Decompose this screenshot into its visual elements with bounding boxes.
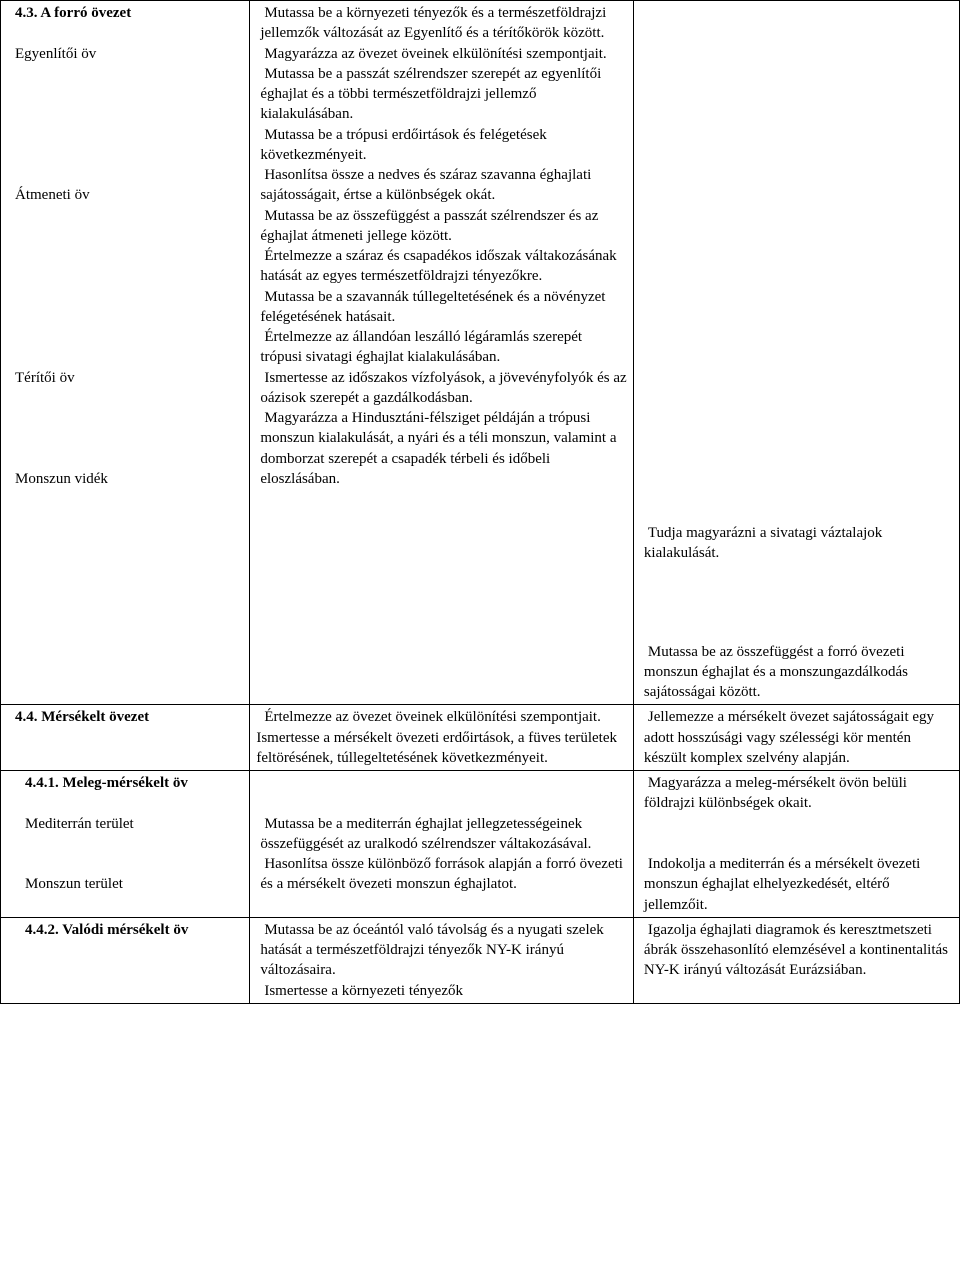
spacer — [7, 347, 243, 367]
table-row: 4.4.1. Meleg-mérsékelt öv Mediterrán ter… — [1, 771, 960, 918]
text-line: Ismertesse a környezeti tényezők — [260, 981, 627, 1001]
section-heading: 4.4.1. Meleg-mérsékelt öv — [21, 773, 243, 793]
text-line: Mutassa be az összefüggést a forró öveze… — [644, 642, 953, 703]
text-line: Értelmezze az övezet öveinek elkülönítés… — [260, 707, 627, 727]
spacer — [7, 327, 243, 347]
spacer — [7, 834, 243, 854]
text-line: Ismertesse a mérsékelt övezeti erdőirtás… — [256, 728, 627, 769]
text-line: Mutassa be az összefüggést a passzát szé… — [260, 206, 627, 247]
text-line: Mutassa be a környezeti tényezők és a te… — [260, 3, 627, 44]
text-line: Magyarázza a meleg-mérsékelt övön belüli… — [644, 773, 953, 814]
spacer — [7, 23, 243, 43]
spacer — [7, 125, 243, 145]
mid-level-cell: Mutassa be az óceántól való távolság és … — [250, 917, 634, 1003]
spacer — [7, 165, 243, 185]
topic-cell: 4.4.2. Valódi mérsékelt öv — [1, 917, 250, 1003]
text-line: Monszun vidék — [11, 469, 243, 489]
section-heading: 4.4. Mérsékelt övezet — [11, 707, 243, 727]
text-line: Átmeneti öv — [11, 185, 243, 205]
spacer — [7, 793, 243, 813]
spacer — [640, 814, 953, 834]
table-row: 4.3. A forró övezet Egyenlítői öv Átmene… — [1, 1, 960, 705]
spacer — [7, 388, 243, 408]
spacer — [7, 408, 243, 428]
spacer — [7, 428, 243, 448]
spacer — [7, 84, 243, 104]
spacer — [7, 854, 243, 874]
topic-cell: 4.3. A forró övezet Egyenlítői öv Átmene… — [1, 1, 250, 705]
text-line: Jellemezze a mérsékelt övezet sajátosság… — [644, 707, 953, 768]
spacer — [7, 246, 243, 266]
mid-level-cell: Értelmezze az övezet öveinek elkülönítés… — [250, 705, 634, 771]
high-level-cell: Tudja magyarázni a sivatagi váztalajok k… — [633, 1, 959, 705]
spacer — [7, 266, 243, 286]
high-level-cell: Jellemezze a mérsékelt övezet sajátosság… — [633, 705, 959, 771]
text-line: Értelmezze az állandóan leszálló légáram… — [260, 327, 627, 368]
spacer — [256, 793, 627, 813]
spacer — [640, 834, 953, 854]
spacer — [7, 307, 243, 327]
high-level-cell: Magyarázza a meleg-mérsékelt övön belüli… — [633, 771, 959, 918]
spacer — [7, 64, 243, 84]
text-line: Magyarázza a Hindusztáni-félsziget példá… — [260, 408, 627, 489]
section-heading: 4.3. A forró övezet — [11, 3, 243, 23]
topic-cell: 4.4. Mérsékelt övezet — [1, 705, 250, 771]
text-line: Mutassa be az óceántól való távolság és … — [260, 920, 627, 981]
mid-level-cell: Mutassa be a környezeti tényezők és a te… — [250, 1, 634, 705]
text-line: Hasonlítsa össze a nedves és száraz szav… — [260, 165, 627, 206]
spacer — [7, 449, 243, 469]
spacer — [640, 3, 953, 523]
spacer — [640, 564, 953, 642]
text-line: Igazolja éghajlati diagramok és keresztm… — [644, 920, 953, 981]
mid-level-cell: Mutassa be a mediterrán éghajlat jellegz… — [250, 771, 634, 918]
topic-cell: 4.4.1. Meleg-mérsékelt öv Mediterrán ter… — [1, 771, 250, 918]
text-line: Tudja magyarázni a sivatagi váztalajok k… — [644, 523, 953, 564]
spacer — [7, 145, 243, 165]
text-line: Mediterrán terület — [21, 814, 243, 834]
table-row: 4.4. Mérsékelt övezet Értelmezze az övez… — [1, 705, 960, 771]
spacer — [7, 287, 243, 307]
text-line: Ismertesse az időszakos vízfolyások, a j… — [260, 368, 627, 409]
spacer — [7, 226, 243, 246]
text-line: Egyenlítői öv — [11, 44, 243, 64]
spacer — [7, 104, 243, 124]
text-line: Értelmezze a száraz és csapadékos idősza… — [260, 246, 627, 287]
text-line: Monszun terület — [21, 874, 243, 894]
text-line: Mutassa be a passzát szélrendszer szerep… — [260, 64, 627, 125]
text-line: Mutassa be a szavannák túllegeltetésének… — [260, 287, 627, 328]
spacer — [7, 206, 243, 226]
high-level-cell: Igazolja éghajlati diagramok és keresztm… — [633, 917, 959, 1003]
text-line: Indokolja a mediterrán és a mérsékelt öv… — [644, 854, 953, 915]
text-line: Hasonlítsa össze különböző források alap… — [260, 854, 627, 895]
text-line: Mutassa be a mediterrán éghajlat jellegz… — [260, 814, 627, 855]
text-line: Magyarázza az övezet öveinek elkülönítés… — [260, 44, 627, 64]
text-line: Mutassa be a trópusi erdőirtások és felé… — [260, 125, 627, 166]
section-heading: 4.4.2. Valódi mérsékelt öv — [21, 920, 243, 940]
table-row: 4.4.2. Valódi mérsékelt öv Mutassa be az… — [1, 917, 960, 1003]
curriculum-table: 4.3. A forró övezet Egyenlítői öv Átmene… — [0, 0, 960, 1004]
spacer — [256, 773, 627, 793]
text-line: Térítői öv — [11, 368, 243, 388]
